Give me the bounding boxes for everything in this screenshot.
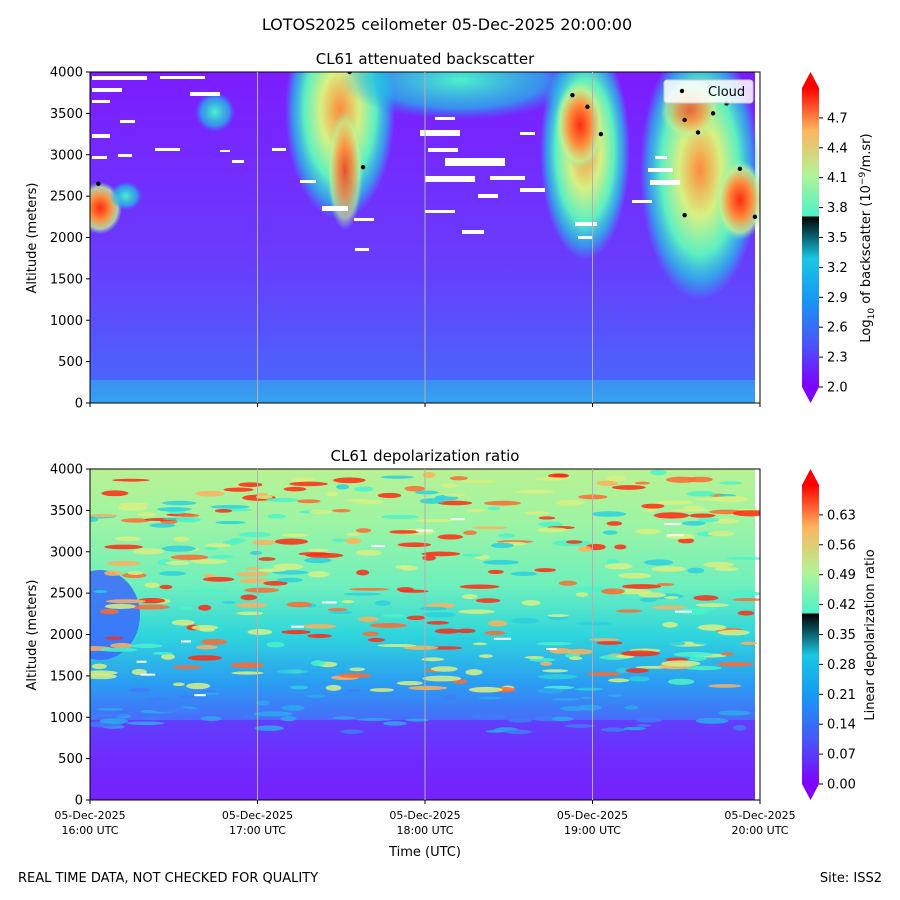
colorbar-tick-label: 2.0: [827, 381, 848, 396]
colorbar-tick-label: 0.07: [827, 748, 856, 763]
depolarization-title: CL61 depolarization ratio: [331, 447, 520, 465]
x-tick-date: 05-Dec-2025: [557, 809, 628, 822]
backscatter-colorbar: 2.0 2.3 2.6 2.9 3.2 3.5 3.8 4.1 4.4 4.7 Log10 of …: [802, 72, 877, 403]
legend-cloud-marker: [679, 88, 685, 94]
colorbar-tick-label: 2.9: [827, 291, 848, 306]
x-tick-time: 20:00 UTC: [731, 824, 788, 837]
cloud-legend: Cloud: [663, 79, 754, 104]
x-tick-date: 05-Dec-2025: [222, 809, 293, 822]
cloud-point: [695, 130, 701, 135]
depolarization-y-ticks: 0 500 1000 1500 2000 2500 3000 3500 4000: [50, 463, 90, 809]
x-tick-date: 05-Dec-2025: [389, 809, 460, 822]
figure-title: LOTOS2025 ceilometer 05-Dec-2025 20:00:0…: [262, 15, 632, 34]
cloud-point: [682, 212, 687, 218]
depolarization-x-ticks: 05-Dec-2025 16:00 UTC 05-Dec-2025 17:00 UTC…: [54, 800, 796, 837]
colorbar-tick-label: 0.63: [827, 508, 856, 523]
site-label: Site: ISS2: [820, 871, 882, 886]
x-tick-time: 17:00 UTC: [229, 824, 286, 837]
colorbar-tick-label: 3.8: [827, 201, 848, 216]
y-tick-label: 0: [75, 397, 83, 412]
colorbar-tick-label: 4.4: [827, 141, 848, 156]
x-axis-label: Time (UTC): [388, 845, 461, 860]
cloud-point: [585, 104, 590, 109]
cloud-point: [570, 92, 575, 98]
x-tick-date: 05-Dec-2025: [724, 809, 795, 822]
y-tick-label: 2500: [50, 190, 83, 205]
colorbar-tick-label: 0.00: [827, 778, 856, 793]
backscatter-x-ticks: [89, 403, 761, 407]
x-tick-date: 05-Dec-2025: [54, 809, 125, 822]
colorbar-tick-label: 0.35: [827, 628, 856, 643]
y-tick-label: 1000: [50, 314, 83, 329]
backscatter-panel: CL61 attenuated backscatter: [25, 50, 877, 412]
y-tick-label: 3500: [50, 107, 83, 122]
colorbar-tick-label: 4.1: [827, 171, 848, 186]
x-tick-time: 16:00 UTC: [61, 824, 118, 837]
x-tick-time: 18:00 UTC: [396, 824, 453, 837]
backscatter-title: CL61 attenuated backscatter: [316, 50, 535, 68]
colorbar-tick-label: 0.49: [827, 568, 856, 583]
colorbar-tick-label: 0.56: [827, 538, 856, 553]
cloud-point: [752, 214, 758, 220]
backscatter-heatmap: [90, 72, 760, 403]
legend-cloud-label: Cloud: [708, 85, 745, 100]
cloud-point: [710, 111, 716, 116]
depolarization-colorbar-label: Linear depolarization ratio: [863, 549, 878, 720]
y-tick-label: 1000: [50, 711, 83, 726]
backscatter-gridlines: [257, 72, 593, 403]
colorbar-tick-label: 0.21: [827, 688, 856, 703]
y-tick-label: 1500: [50, 669, 83, 684]
colorbar-tick-label: 2.6: [827, 321, 848, 336]
colorbar-tick-label: 0.28: [827, 658, 856, 673]
cloud-point: [598, 131, 604, 137]
cloud-point: [737, 166, 743, 172]
cloud-point: [96, 181, 101, 186]
x-tick-time: 19:00 UTC: [564, 824, 621, 837]
colorbar-tick-label: 0.42: [827, 598, 856, 613]
depolarization-heatmap: [90, 469, 760, 800]
depolarization-gridlines: [257, 469, 593, 800]
y-tick-label: 2500: [50, 587, 83, 602]
cloud-point: [360, 164, 366, 170]
y-tick-label: 3000: [50, 148, 83, 163]
cloud-points: [96, 72, 758, 220]
colorbar-tick-label: 3.5: [827, 231, 848, 246]
cloud-point: [347, 72, 352, 75]
y-tick-label: 500: [58, 355, 83, 370]
y-tick-label: 2000: [50, 231, 83, 246]
cloud-point: [682, 117, 687, 123]
depolarization-y-label: Altitude (meters): [25, 580, 40, 691]
y-tick-label: 500: [58, 752, 83, 767]
depolarization-panel: CL61 depolarization ratio 0 500 1000 1500 20…: [25, 447, 878, 860]
quality-disclaimer: REAL TIME DATA, NOT CHECKED FOR QUALITY: [18, 871, 318, 886]
backscatter-y-label: Altitude (meters): [25, 183, 40, 294]
y-tick-label: 3000: [50, 545, 83, 560]
colorbar-tick-label: 2.3: [827, 351, 848, 366]
colorbar-tick-label: 3.2: [827, 261, 848, 276]
y-tick-label: 3500: [50, 504, 83, 519]
colorbar-tick-label: 4.7: [827, 111, 848, 126]
y-tick-label: 4000: [50, 463, 83, 478]
colorbar-tick-label: 0.14: [827, 718, 856, 733]
depolarization-colorbar: 0.00 0.07 0.14 0.21 0.28 0.35 0.42 0.49 0.56 0.63…: [802, 469, 878, 800]
backscatter-colorbar-label: Log10 of backscatter (10−9/m.sr): [858, 133, 877, 342]
y-tick-label: 1500: [50, 272, 83, 287]
y-tick-label: 0: [75, 794, 83, 809]
y-tick-label: 4000: [50, 66, 83, 81]
backscatter-y-ticks: 0 500 1000 1500 2000 2500 3000 3500 4000: [50, 66, 90, 412]
y-tick-label: 2000: [50, 628, 83, 643]
